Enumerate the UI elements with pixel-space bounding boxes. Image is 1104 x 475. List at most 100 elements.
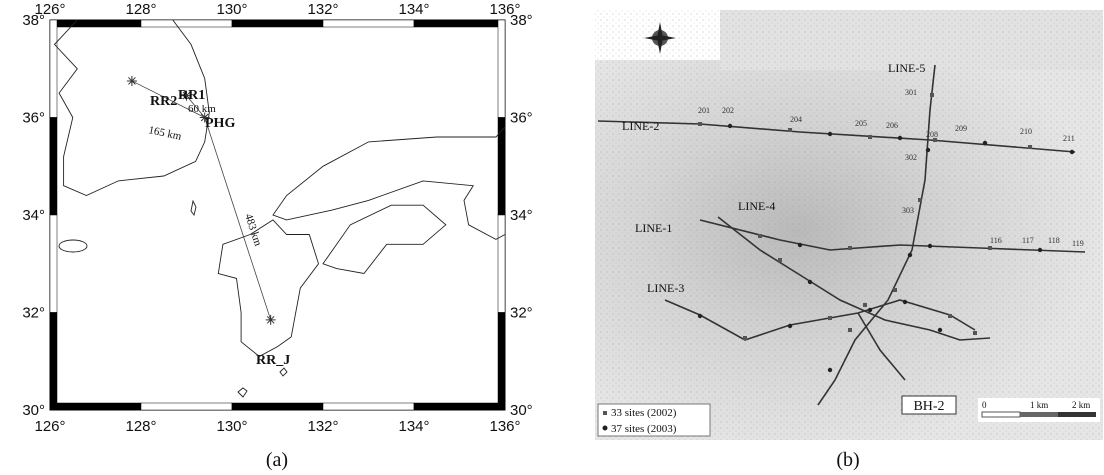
legend-label: 37 sites (2003) xyxy=(611,423,677,435)
site-label: 201 xyxy=(698,106,710,115)
border-seg xyxy=(141,20,232,27)
border-seg xyxy=(50,20,141,27)
scale-bar: 0 1 km 2 km xyxy=(978,398,1100,422)
site-label: 205 xyxy=(855,119,867,128)
site-marker xyxy=(930,93,934,97)
border-seg xyxy=(323,403,414,410)
site-marker xyxy=(808,280,812,284)
site-marker xyxy=(828,368,832,372)
lat-tick-label: 34° xyxy=(22,207,45,224)
site-marker xyxy=(898,136,902,140)
site-label: 118 xyxy=(1048,236,1060,245)
site-marker xyxy=(983,141,987,145)
site-marker xyxy=(868,135,872,139)
site-label: 116 xyxy=(990,236,1002,245)
site-marker xyxy=(918,198,922,202)
map-frame xyxy=(50,20,505,410)
lon-tick-label: 134° xyxy=(398,418,429,435)
line-label: LINE-5 xyxy=(888,61,925,75)
lat-tick-label: 36° xyxy=(22,110,45,127)
distance-label: 60 km xyxy=(188,103,216,115)
station-label: RR2 xyxy=(150,94,177,109)
lon-tick-label: 128° xyxy=(125,1,156,18)
border-seg xyxy=(414,403,505,410)
lat-tick-label: 32° xyxy=(510,305,533,322)
site-label: 204 xyxy=(790,115,802,124)
border-seg xyxy=(50,215,57,313)
lat-tick-label: 38° xyxy=(510,12,533,29)
legend-label: 33 sites (2002) xyxy=(611,407,677,419)
map-korea-japan: RR2 RR1 PHG RR_J 60 km 165 km 483 km 126… xyxy=(22,1,532,471)
border-seg xyxy=(323,20,414,27)
site-label: 206 xyxy=(886,121,898,130)
station-label: RR_J xyxy=(256,353,290,368)
scale-label: 2 km xyxy=(1072,400,1090,410)
borehole-label: BH-2 xyxy=(913,399,944,414)
station-marker xyxy=(266,315,276,325)
site-label: 302 xyxy=(905,153,917,162)
lat-tick-label: 36° xyxy=(510,110,533,127)
site-marker xyxy=(938,328,942,332)
site-marker xyxy=(926,148,930,152)
site-marker xyxy=(1070,150,1074,154)
lon-tick-label: 134° xyxy=(398,1,429,18)
lon-tick-label: 126° xyxy=(34,418,65,435)
lat-tick-label: 30° xyxy=(22,402,45,419)
site-marker xyxy=(903,300,907,304)
site-marker xyxy=(758,234,762,238)
site-marker xyxy=(908,253,912,257)
site-label: 117 xyxy=(1022,236,1034,245)
line-label: LINE-3 xyxy=(647,281,684,295)
site-marker xyxy=(973,331,977,335)
border-seg xyxy=(50,313,57,411)
site-marker xyxy=(788,324,792,328)
survey-map: LINE-1 LINE-2 LINE-3 LINE-4 LINE-5 BH-2 … xyxy=(595,10,1103,471)
line-label: LINE-2 xyxy=(622,119,659,133)
scale-label: 0 xyxy=(982,400,987,410)
site-marker xyxy=(868,308,872,312)
caption: (a) xyxy=(266,449,288,471)
lat-tick-label: 32° xyxy=(22,305,45,322)
site-marker xyxy=(798,243,802,247)
site-marker xyxy=(698,122,702,126)
site-marker xyxy=(728,124,732,128)
site-label: 208 xyxy=(926,130,938,139)
lon-tick-label: 128° xyxy=(125,418,156,435)
site-marker xyxy=(698,314,702,318)
site-label: 301 xyxy=(905,88,917,97)
border-seg xyxy=(498,20,505,118)
station-marker xyxy=(127,76,137,86)
lon-tick-label: 136° xyxy=(489,418,520,435)
figure: RR2 RR1 PHG RR_J 60 km 165 km 483 km 126… xyxy=(0,0,1104,475)
site-marker xyxy=(1028,145,1032,149)
legend: 33 sites (2002) 37 sites (2003) xyxy=(598,404,710,436)
site-label: 211 xyxy=(1063,134,1075,143)
lon-tick-label: 132° xyxy=(307,418,338,435)
caption: (b) xyxy=(836,449,859,471)
site-marker xyxy=(848,246,852,250)
site-marker xyxy=(1038,248,1042,252)
line-label: LINE-1 xyxy=(635,221,672,235)
border-seg xyxy=(50,403,141,410)
border-seg xyxy=(498,313,505,411)
site-label: 209 xyxy=(955,124,967,133)
lat-tick-label: 38° xyxy=(22,12,45,29)
site-marker xyxy=(863,303,867,307)
border-seg xyxy=(414,20,505,27)
lon-tick-label: 130° xyxy=(216,418,247,435)
site-label: 210 xyxy=(1020,127,1032,136)
border-seg xyxy=(232,403,323,410)
site-label: 119 xyxy=(1072,239,1084,248)
lon-tick-label: 132° xyxy=(307,1,338,18)
border-seg xyxy=(141,403,232,410)
lat-tick-label: 30° xyxy=(510,402,533,419)
site-marker xyxy=(743,336,747,340)
scale-label: 1 km xyxy=(1030,400,1048,410)
site-marker xyxy=(778,258,782,262)
border-seg xyxy=(50,20,57,118)
border-seg xyxy=(232,20,323,27)
site-marker xyxy=(848,328,852,332)
site-marker xyxy=(893,288,897,292)
station-label: RR1 xyxy=(178,88,205,103)
site-marker xyxy=(988,246,992,250)
